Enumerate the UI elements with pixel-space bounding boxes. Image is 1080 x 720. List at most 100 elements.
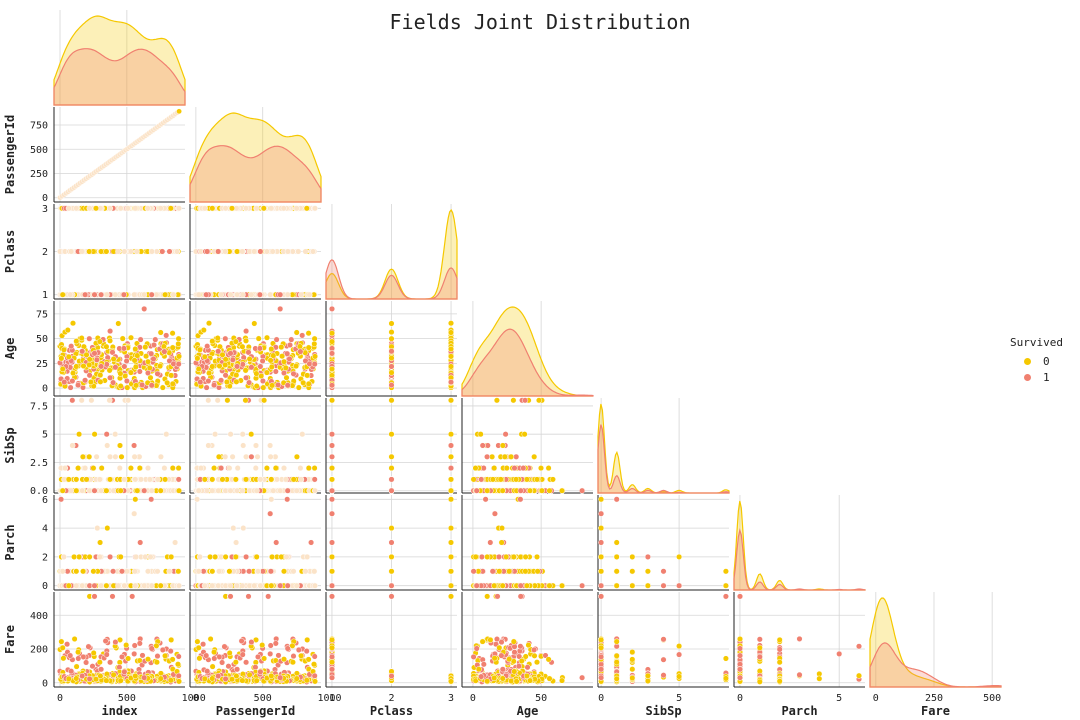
scatter-point [73, 568, 80, 575]
scatter-point [248, 453, 255, 460]
scatter-point [132, 582, 139, 589]
scatter-point [204, 248, 211, 255]
scatter-point [137, 476, 145, 483]
scatter-point [115, 248, 122, 255]
scatter-point [447, 487, 455, 494]
scatter-point [73, 363, 80, 370]
scatter-point [284, 350, 291, 357]
scatter-point [69, 442, 76, 449]
scatter-point [388, 453, 395, 460]
scatter-point [253, 553, 260, 560]
scatter-point [299, 431, 306, 438]
scatter-point [162, 476, 169, 483]
scatter-point [120, 291, 127, 298]
scatter-point [117, 205, 124, 212]
scatter-point [124, 205, 131, 212]
scatter-point [154, 476, 161, 483]
scatter-point [75, 382, 82, 389]
scatter-point [127, 334, 135, 341]
scatter-point [388, 355, 395, 362]
scatter-point [328, 397, 336, 404]
scatter-point [197, 465, 205, 472]
scatter-point [205, 397, 212, 404]
scatter-point [268, 205, 275, 212]
scatter-point [491, 465, 498, 472]
y-tick-label: 6 [42, 495, 48, 506]
scatter-point [227, 350, 234, 357]
scatter-point [96, 553, 103, 560]
scatter-point [233, 372, 240, 379]
scatter-point [447, 397, 455, 404]
scatter-point [328, 330, 336, 337]
scatter-point [538, 487, 545, 494]
scatter-point [293, 453, 300, 460]
scatter-point [209, 568, 216, 575]
scatter-point [132, 205, 139, 212]
scatter-point [328, 453, 336, 460]
scatter-point [523, 476, 530, 483]
scatter-point [277, 582, 284, 589]
scatter-point [214, 335, 221, 342]
scatter-point [251, 320, 258, 327]
scatter-point [388, 487, 395, 494]
scatter-point [248, 431, 255, 438]
scatter-point [60, 553, 67, 560]
scatter-point [537, 465, 545, 472]
scatter-point [293, 582, 300, 589]
scatter-point [131, 442, 138, 449]
scatter-point [164, 379, 171, 386]
scatter-point [328, 442, 336, 449]
scatter-point [65, 476, 72, 483]
scatter-point [493, 397, 500, 404]
scatter-point [68, 343, 75, 350]
scatter-point [58, 355, 65, 362]
scatter-point [272, 465, 279, 472]
scatter-point [388, 348, 395, 355]
scatter-point [143, 353, 150, 360]
scatter-point [513, 476, 520, 483]
scatter-point [254, 568, 262, 575]
scatter-point [251, 582, 258, 589]
scatter-point [123, 377, 130, 385]
scatter-point [502, 431, 509, 438]
scatter-point [533, 476, 541, 483]
scatter-point [284, 382, 291, 389]
scatter-point [60, 346, 67, 353]
scatter-point [388, 568, 395, 575]
scatter-point [78, 335, 85, 342]
scatter-point [175, 582, 183, 589]
scatter-point [83, 476, 90, 483]
scatter-point [267, 568, 274, 575]
scatter-point [243, 453, 250, 460]
scatter-point [328, 305, 336, 312]
y-tick-label: 2 [42, 247, 48, 258]
kde-survived-0 [189, 112, 322, 203]
scatter-point [197, 379, 204, 386]
scatter-point [447, 431, 455, 438]
scatter-point [123, 357, 130, 365]
scatter-point [549, 476, 556, 483]
scatter-point [98, 582, 105, 589]
scatter-point [203, 291, 210, 298]
scatter-point [280, 358, 288, 365]
scatter-point [277, 487, 284, 494]
scatter-point [133, 382, 140, 389]
scatter-point [103, 361, 110, 368]
scatter-point [239, 361, 246, 368]
scatter-point [73, 476, 80, 483]
scatter-point [328, 582, 336, 589]
scatter-point [205, 442, 212, 449]
scatter-point [263, 465, 270, 472]
scatter-point [517, 487, 524, 494]
scatter-point [166, 248, 173, 255]
scatter-point [204, 487, 211, 494]
scatter-point [131, 510, 138, 517]
y-tick-label: 0 [42, 581, 48, 592]
scatter-point [243, 553, 250, 560]
scatter-point [388, 335, 395, 342]
scatter-point [201, 476, 208, 483]
scatter-point [531, 453, 538, 460]
scatter-point [311, 353, 319, 360]
scatter-point [133, 553, 140, 560]
scatter-point [388, 363, 395, 370]
